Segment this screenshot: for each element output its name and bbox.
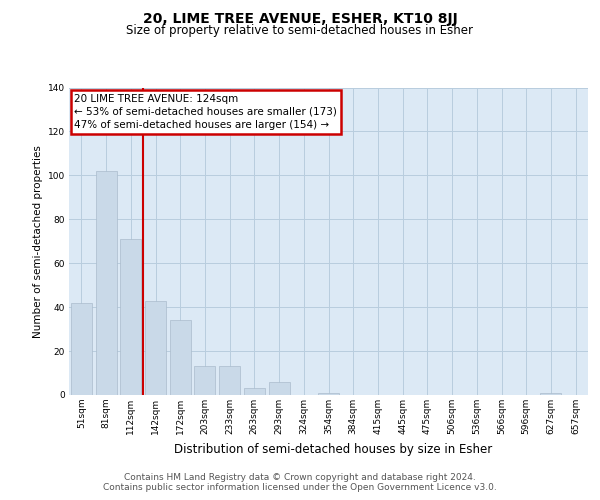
Bar xyxy=(194,366,215,395)
Bar xyxy=(71,302,92,395)
Text: Size of property relative to semi-detached houses in Esher: Size of property relative to semi-detach… xyxy=(127,24,473,37)
Text: Distribution of semi-detached houses by size in Esher: Distribution of semi-detached houses by … xyxy=(174,442,492,456)
Bar xyxy=(95,171,116,395)
Bar xyxy=(120,239,141,395)
Text: 20, LIME TREE AVENUE, ESHER, KT10 8JJ: 20, LIME TREE AVENUE, ESHER, KT10 8JJ xyxy=(143,12,457,26)
Text: Contains public sector information licensed under the Open Government Licence v3: Contains public sector information licen… xyxy=(103,484,497,492)
Y-axis label: Number of semi-detached properties: Number of semi-detached properties xyxy=(34,145,43,338)
Bar xyxy=(244,388,265,395)
Bar xyxy=(170,320,191,395)
Text: Contains HM Land Registry data © Crown copyright and database right 2024.: Contains HM Land Registry data © Crown c… xyxy=(124,472,476,482)
Bar xyxy=(318,393,339,395)
Bar xyxy=(541,393,562,395)
Bar xyxy=(145,300,166,395)
Text: 20 LIME TREE AVENUE: 124sqm
← 53% of semi-detached houses are smaller (173)
47% : 20 LIME TREE AVENUE: 124sqm ← 53% of sem… xyxy=(74,94,337,130)
Bar xyxy=(269,382,290,395)
Bar xyxy=(219,366,240,395)
